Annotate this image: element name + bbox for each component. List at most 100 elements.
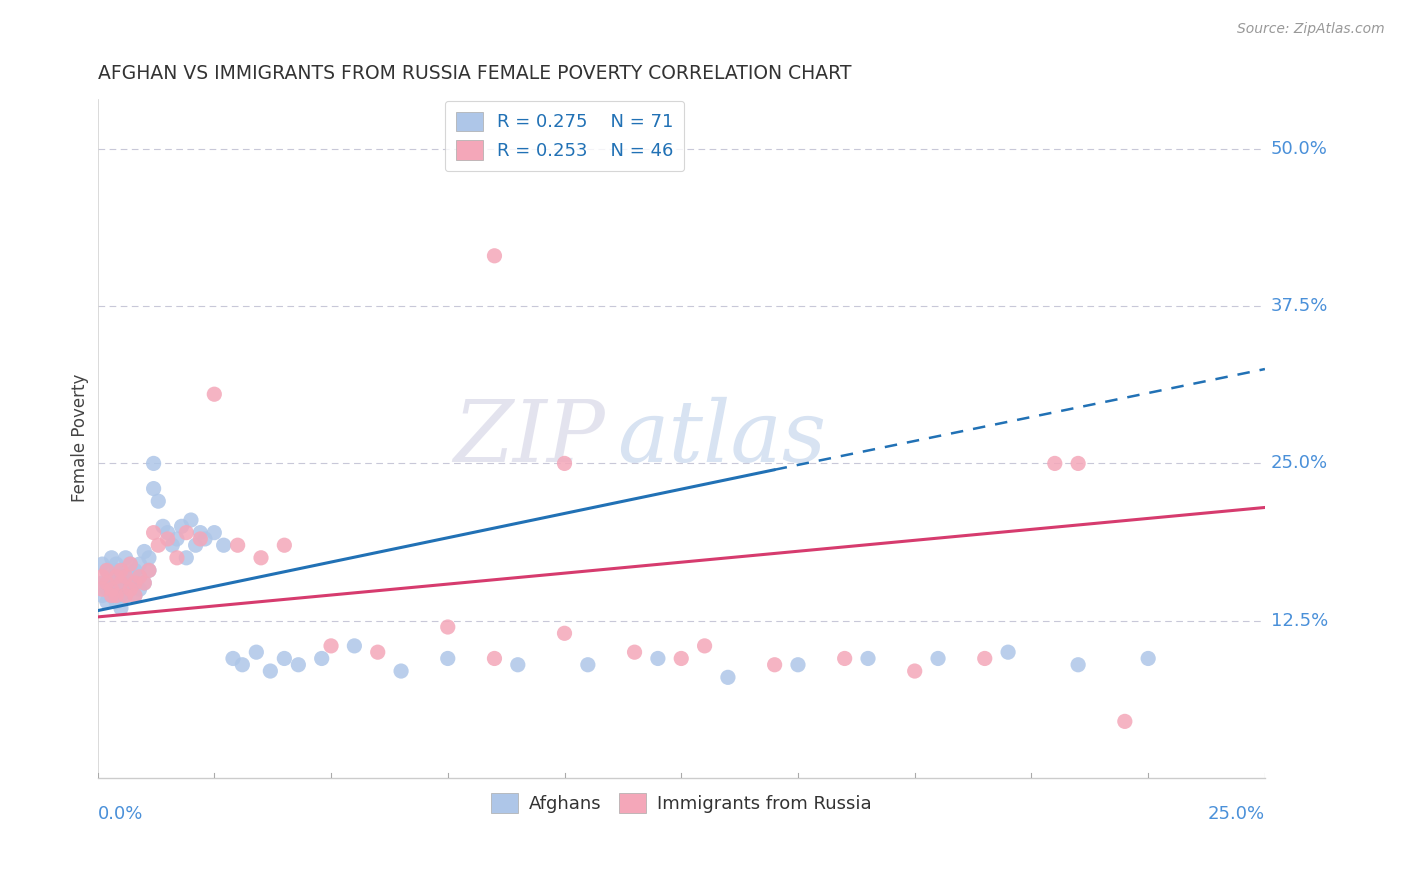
- Point: [1067, 657, 1090, 672]
- Point: [100, 582, 122, 597]
- Point: [194, 532, 217, 546]
- Point: [128, 569, 150, 583]
- Point: [156, 525, 179, 540]
- Point: [124, 576, 146, 591]
- Point: [763, 657, 786, 672]
- Point: [138, 563, 160, 577]
- Point: [273, 651, 295, 665]
- Point: [717, 670, 740, 684]
- Point: [389, 664, 412, 678]
- Point: [100, 569, 122, 583]
- Point: [311, 651, 333, 665]
- Point: [222, 651, 245, 665]
- Point: [114, 589, 136, 603]
- Point: [128, 582, 150, 597]
- Point: [188, 525, 211, 540]
- Text: ZIP: ZIP: [454, 397, 606, 480]
- Point: [856, 651, 879, 665]
- Point: [188, 532, 211, 546]
- Point: [142, 457, 165, 471]
- Point: [693, 639, 716, 653]
- Point: [174, 525, 197, 540]
- Point: [110, 589, 132, 603]
- Point: [120, 582, 142, 597]
- Point: [170, 519, 193, 533]
- Point: [91, 569, 114, 583]
- Point: [110, 576, 132, 591]
- Point: [96, 595, 118, 609]
- Point: [96, 576, 118, 591]
- Text: 25.0%: 25.0%: [1271, 454, 1327, 473]
- Text: Source: ZipAtlas.com: Source: ZipAtlas.com: [1237, 22, 1385, 37]
- Point: [212, 538, 235, 552]
- Point: [152, 519, 174, 533]
- Point: [100, 550, 122, 565]
- Point: [124, 589, 146, 603]
- Point: [100, 576, 122, 591]
- Text: 12.5%: 12.5%: [1271, 612, 1329, 630]
- Text: 25.0%: 25.0%: [1208, 805, 1265, 823]
- Point: [128, 569, 150, 583]
- Point: [138, 563, 160, 577]
- Point: [134, 544, 156, 558]
- Point: [114, 569, 136, 583]
- Point: [184, 538, 207, 552]
- Point: [100, 589, 122, 603]
- Point: [96, 582, 118, 597]
- Point: [367, 645, 389, 659]
- Point: [343, 639, 366, 653]
- Point: [174, 550, 197, 565]
- Point: [553, 626, 575, 640]
- Point: [226, 538, 249, 552]
- Point: [120, 569, 142, 583]
- Point: [114, 569, 136, 583]
- Point: [1043, 457, 1066, 471]
- Point: [128, 557, 150, 571]
- Point: [973, 651, 995, 665]
- Point: [245, 645, 267, 659]
- Point: [202, 525, 225, 540]
- Point: [134, 576, 156, 591]
- Text: atlas: atlas: [617, 397, 827, 480]
- Point: [484, 249, 506, 263]
- Point: [1114, 714, 1136, 729]
- Point: [105, 595, 128, 609]
- Point: [110, 563, 132, 577]
- Legend: Afghans, Immigrants from Russia: Afghans, Immigrants from Russia: [484, 786, 879, 820]
- Point: [110, 576, 132, 591]
- Point: [671, 651, 693, 665]
- Point: [273, 538, 295, 552]
- Point: [436, 651, 458, 665]
- Point: [787, 657, 810, 672]
- Point: [142, 482, 165, 496]
- Point: [1067, 457, 1090, 471]
- Point: [180, 513, 202, 527]
- Y-axis label: Female Poverty: Female Poverty: [72, 374, 89, 502]
- Point: [96, 563, 118, 577]
- Point: [91, 557, 114, 571]
- Point: [166, 550, 188, 565]
- Point: [91, 576, 114, 591]
- Point: [166, 532, 188, 546]
- Point: [105, 589, 128, 603]
- Point: [231, 657, 253, 672]
- Point: [96, 563, 118, 577]
- Point: [506, 657, 529, 672]
- Point: [1137, 651, 1160, 665]
- Point: [120, 557, 142, 571]
- Point: [124, 589, 146, 603]
- Point: [138, 550, 160, 565]
- Point: [156, 532, 179, 546]
- Text: 50.0%: 50.0%: [1271, 140, 1327, 158]
- Point: [114, 576, 136, 591]
- Point: [120, 557, 142, 571]
- Point: [162, 538, 184, 552]
- Point: [110, 582, 132, 597]
- Text: 0.0%: 0.0%: [97, 805, 143, 823]
- Point: [120, 582, 142, 597]
- Point: [91, 582, 114, 597]
- Text: 37.5%: 37.5%: [1271, 297, 1329, 315]
- Point: [124, 576, 146, 591]
- Point: [259, 664, 281, 678]
- Point: [110, 601, 132, 615]
